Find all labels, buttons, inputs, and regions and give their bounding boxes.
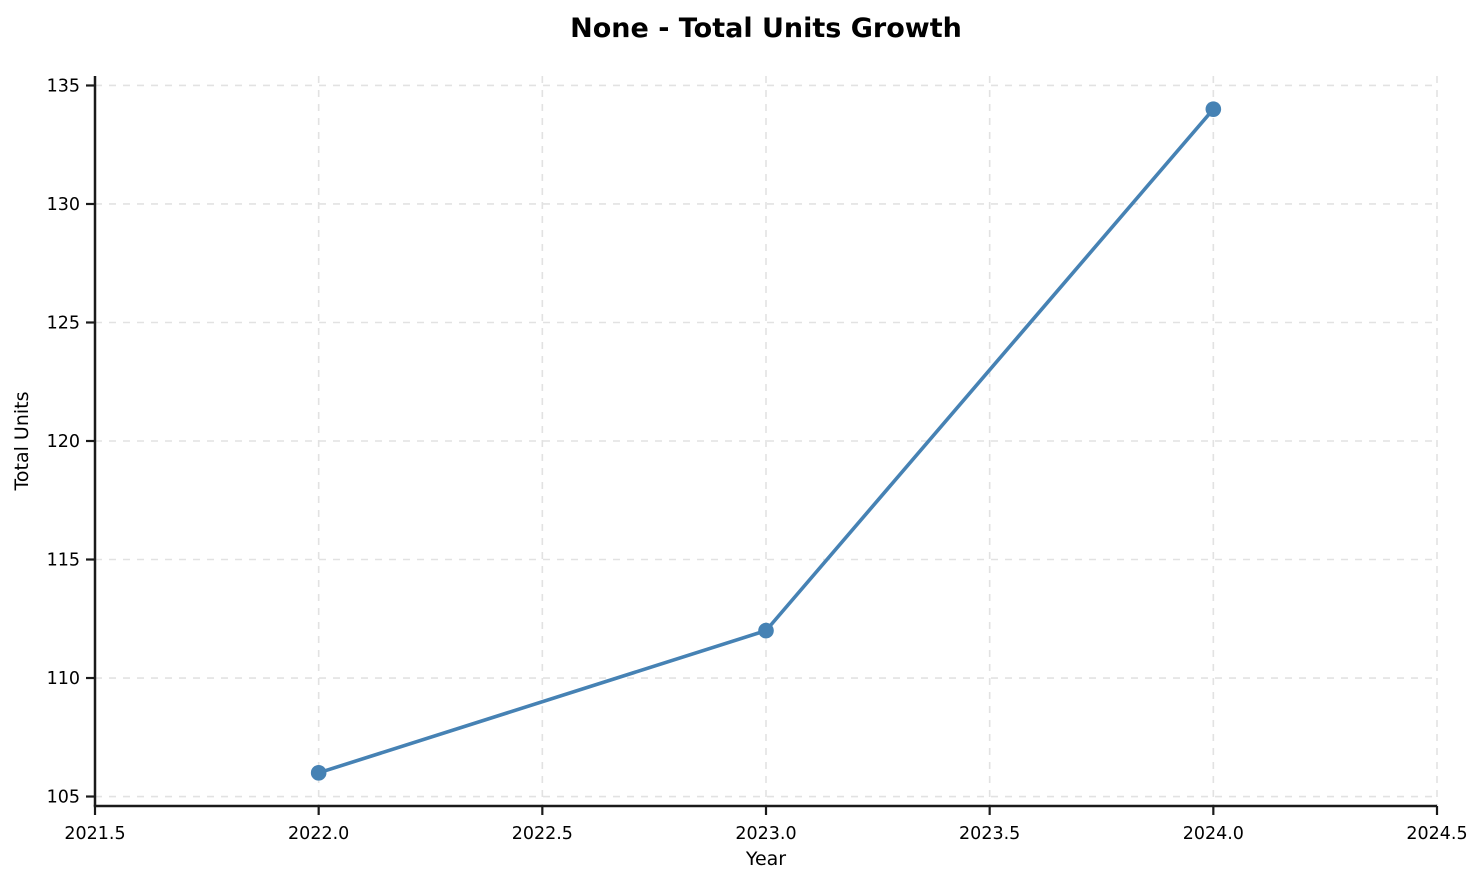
x-tick-label: 2023.0 xyxy=(735,824,796,844)
x-tick-label: 2024.0 xyxy=(1183,824,1244,844)
x-tick-label: 2022.0 xyxy=(288,824,349,844)
y-tick-label: 105 xyxy=(47,788,80,808)
y-axis-label: Total Units xyxy=(11,392,33,492)
x-axis-label: Year xyxy=(745,848,786,870)
x-tick-label: 2023.5 xyxy=(959,824,1020,844)
x-tick-label: 2021.5 xyxy=(64,824,125,844)
y-tick-label: 120 xyxy=(47,432,80,452)
x-tick-label: 2024.5 xyxy=(1406,824,1467,844)
chart-title: None - Total Units Growth xyxy=(570,13,962,44)
data-point xyxy=(758,622,774,639)
x-tick-label: 2022.5 xyxy=(512,824,573,844)
y-tick-label: 115 xyxy=(47,551,80,571)
y-tick-label: 125 xyxy=(47,313,80,333)
y-tick-label: 130 xyxy=(47,195,80,215)
y-tick-label: 110 xyxy=(47,669,80,689)
data-point xyxy=(1205,101,1222,117)
y-tick-label: 135 xyxy=(47,76,80,96)
data-point xyxy=(310,765,327,781)
